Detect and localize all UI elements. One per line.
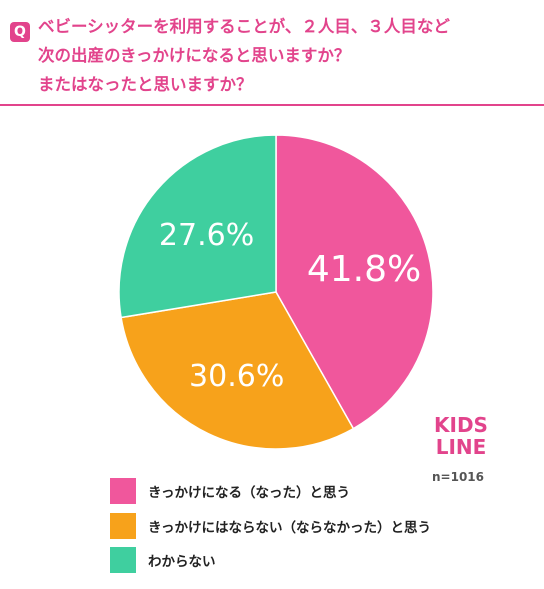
legend-label-unknown: わからない bbox=[148, 554, 216, 570]
legend-item-yes: きっかけになる（なった）と思う bbox=[110, 478, 530, 504]
pie-slice-unknown bbox=[118, 134, 277, 319]
legend-swatch-unknown bbox=[110, 547, 136, 573]
pie-label-unknown: 27.6% bbox=[159, 218, 254, 253]
title-line-1: ベビーシッターを利用することが、２人目、３人目など bbox=[38, 17, 450, 36]
legend-swatch-no bbox=[110, 513, 136, 539]
sample-size: n=1016 bbox=[432, 470, 484, 484]
title-line-2: 次の出産のきっかけになると思いますか？ bbox=[38, 46, 351, 65]
logo-text-kids: KIDS bbox=[434, 413, 488, 437]
pie-slice-no bbox=[120, 291, 355, 450]
header-divider bbox=[0, 104, 544, 106]
question-title: ベビーシッターを利用することが、２人目、３人目など 次の出産のきっかけになると思… bbox=[38, 12, 538, 99]
pie-label-no: 30.6% bbox=[189, 359, 284, 394]
pie-label-yes: 41.8% bbox=[307, 249, 421, 290]
question-badge: Q bbox=[10, 22, 30, 42]
legend-item-unknown: わからない bbox=[110, 547, 530, 573]
logo-text-line: LINE bbox=[436, 435, 487, 459]
legend-label-yes: きっかけになる（なった）と思う bbox=[148, 485, 350, 501]
title-line-3: またはなったと思いますか？ bbox=[38, 75, 253, 94]
legend-item-no: きっかけにはならない（ならなかった）と思う bbox=[110, 513, 530, 539]
kidsline-logo: KIDS LINE bbox=[434, 413, 488, 459]
legend-swatch-yes bbox=[110, 478, 136, 504]
legend-label-no: きっかけにはならない（ならなかった）と思う bbox=[148, 520, 431, 536]
pie-slice-yes bbox=[275, 134, 434, 430]
